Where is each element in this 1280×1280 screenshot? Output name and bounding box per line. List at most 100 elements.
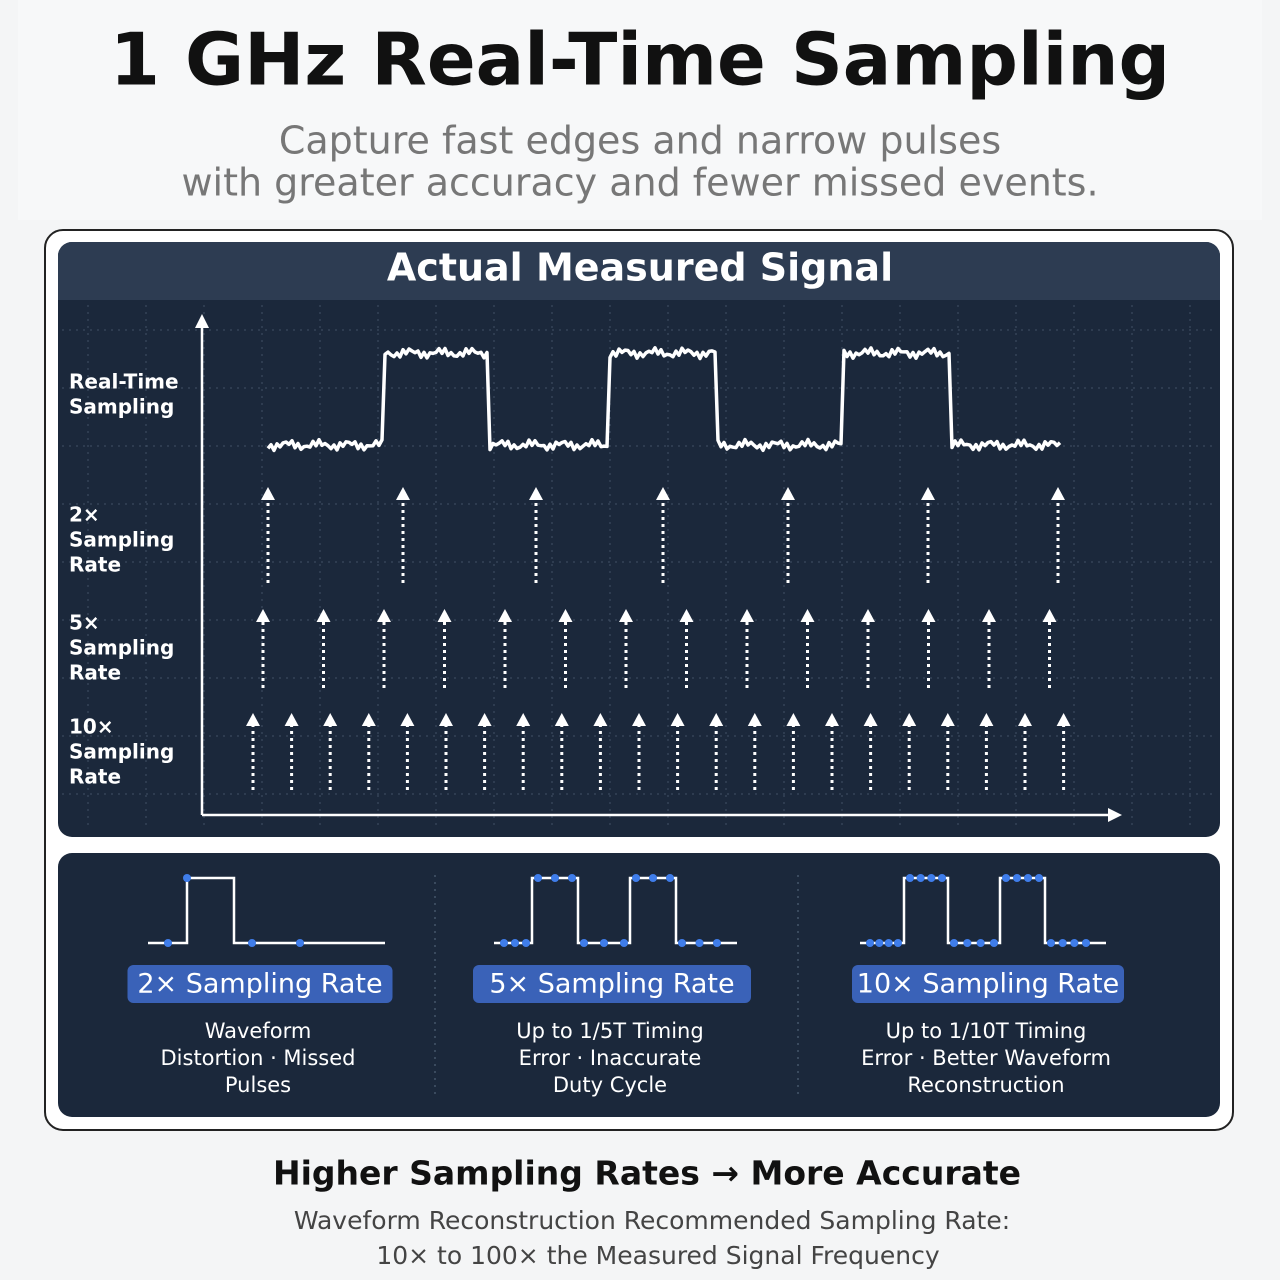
card-text: Up to 1/5T Timing [516,1019,703,1043]
row-label: Rate [69,553,121,577]
card-text: Distortion · Missed [161,1046,356,1070]
sample-dot [695,939,704,947]
sample-dot [534,874,542,882]
arrow-head [554,713,569,726]
card-text: Error · Better Waveform [861,1046,1111,1070]
footer-text: 10× to 100× the Measured Signal Frequenc… [376,1241,939,1270]
arrow-head [593,713,608,726]
arrow-head [439,713,453,726]
sample-dot [916,874,925,882]
sample-dot [884,939,893,947]
arrow-head [709,713,724,726]
arrow-head [921,487,935,500]
sample-dot [894,939,902,947]
arrow-head [316,609,331,622]
header-bg [18,0,1262,220]
arrow-head [400,713,415,726]
arrow-head [498,609,512,622]
sample-dot [1035,874,1043,882]
arrow-head [740,609,754,622]
sample-dot [522,939,530,947]
row-label: Real-Time [69,370,179,394]
sample-dot [1002,874,1010,882]
sample-dot [248,939,256,947]
arrow-head [656,487,670,500]
row-label: Sampling [69,528,174,552]
card-text: Pulses [225,1073,291,1097]
arrow-head [940,713,955,726]
arrow-head [529,487,543,500]
row-label: 2× [69,503,100,527]
card-text: Error · Inaccurate [519,1046,702,1070]
badge [473,965,751,1003]
row-label: 5× [69,611,100,635]
arrow-head [323,713,338,726]
sample-dot [1024,874,1032,882]
card-text: Duty Cycle [553,1073,667,1097]
sample-dot [950,939,958,947]
sample-dot [632,874,640,882]
arrow-head [800,609,815,622]
arrow-head [670,713,685,726]
arrow-head [396,487,410,500]
sample-dot [866,939,874,947]
arrow-head [361,713,376,726]
sample-dot [963,939,972,947]
sample-dot [678,939,686,947]
sample-arrows [246,487,1071,790]
sample-dot [938,874,946,882]
badge-label: 10× Sampling Rate [857,969,1119,1000]
mini-wave [860,876,1106,945]
row-label: Sampling [69,740,174,764]
badge-label: 5× Sampling Rate [489,969,734,1000]
arrow-head [1042,609,1057,622]
arrow-head [1051,487,1065,500]
sample-dot [990,939,998,947]
sample-dot [296,939,304,947]
axis [200,320,1115,817]
sample-dot [1013,874,1021,882]
row-label: Sampling [69,395,174,419]
arrow-head [863,713,878,726]
sample-dot [976,939,985,947]
sample-dot [1058,939,1067,947]
row-label: Sampling [69,636,174,660]
arrow-head [979,713,994,726]
waveform [195,314,1122,822]
arrow-head [747,713,762,726]
arrow-head [256,609,270,622]
sample-dot [649,874,657,882]
arrow-head [284,713,299,726]
arrow-head [558,609,573,622]
arrow-head [377,609,391,622]
cards: 2× Sampling Rate Waveform Distortion · Mis… [127,874,1124,1097]
sample-dot [927,874,936,882]
sample-dot [713,939,721,947]
sample-dot [1070,939,1079,947]
sample-dot [875,939,884,947]
sample-dot [666,874,674,882]
arrow-head [786,713,801,726]
arrow-head [437,609,452,622]
sample-dot [164,939,172,947]
arrow-head [261,487,275,500]
arrow-head [632,713,646,726]
row-label: Rate [69,661,121,685]
sample-dot [580,939,588,947]
card-text: Up to 1/10T Timing [886,1019,1087,1043]
sample-dot [1047,939,1055,947]
subtitle: Capture fast edges and narrow pulses [279,119,1001,163]
row-labels: Real-TimeSampling2×SamplingRate5×Samplin… [69,370,179,789]
row-label: Rate [69,765,121,789]
signal [266,346,1062,453]
panel-header [58,242,1220,300]
arrow-head [861,609,875,622]
arrow-head [982,609,996,622]
arrow-head [1018,713,1032,726]
badge [852,965,1124,1003]
subtitle: with greater accuracy and fewer missed e… [181,161,1098,205]
footer-title: Higher Sampling Rates → More Accurate [273,1154,1021,1193]
sample-dot [568,874,576,882]
arrow-head [902,713,917,726]
